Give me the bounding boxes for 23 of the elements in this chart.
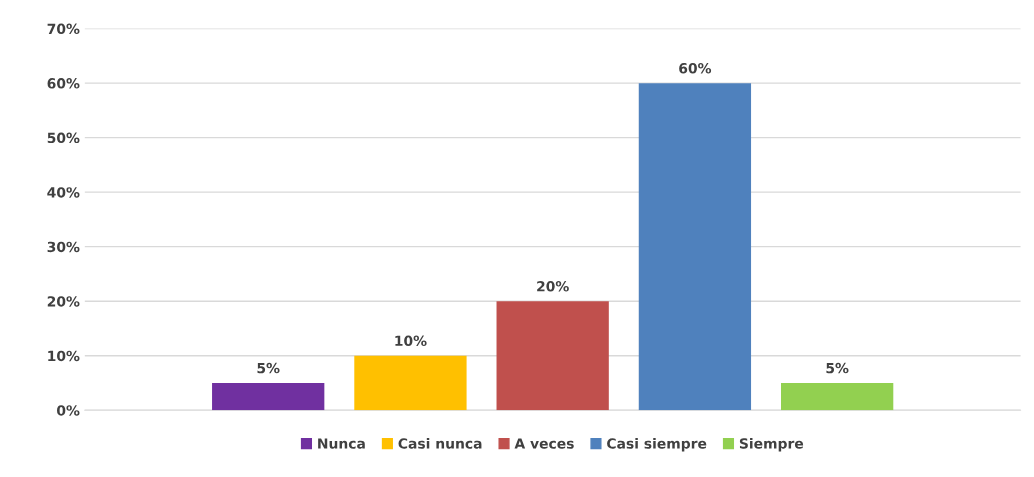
bar xyxy=(212,382,325,411)
y-tick-label: 0% xyxy=(57,405,80,416)
bar xyxy=(496,301,609,411)
bar xyxy=(781,382,894,411)
legend-label: Casi nunca xyxy=(398,437,482,449)
legend-label: Siempre xyxy=(739,437,804,452)
data-label: 10% xyxy=(395,335,427,347)
y-tick-label: 30% xyxy=(47,241,80,253)
data-label: 60% xyxy=(679,62,712,74)
data-label: 5% xyxy=(257,362,280,374)
data-label: 5% xyxy=(826,362,849,374)
y-tick-label: 60% xyxy=(47,78,80,89)
y-tick-label: 20% xyxy=(47,296,80,307)
y-tick-label: 50% xyxy=(47,132,80,144)
bar xyxy=(638,83,752,411)
data-label: 20% xyxy=(537,281,569,292)
legend-label: A veces xyxy=(514,438,574,449)
y-tick-label: 70% xyxy=(47,23,80,35)
bar xyxy=(354,355,467,411)
y-tick-label: 10% xyxy=(48,350,80,362)
legend-label: Casi siempre xyxy=(607,437,707,452)
y-tick-label: 40% xyxy=(47,187,80,198)
legend-label: Nunca xyxy=(318,438,365,449)
